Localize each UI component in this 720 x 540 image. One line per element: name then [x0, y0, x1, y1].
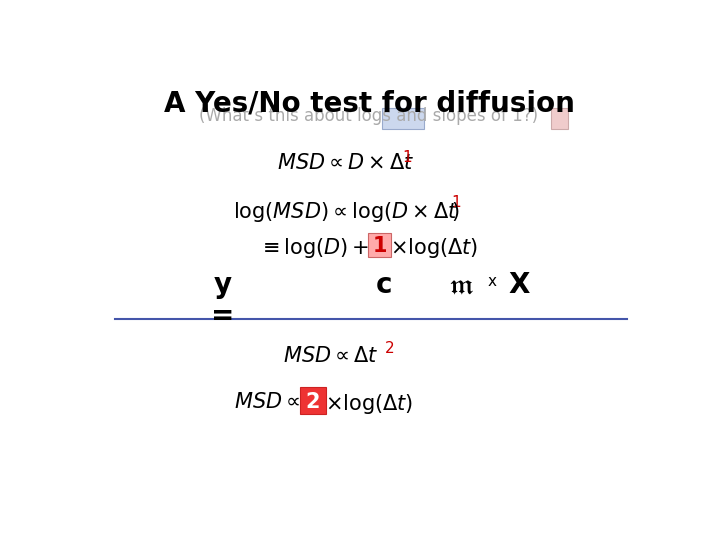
- Text: x: x: [487, 274, 497, 289]
- Text: $MSD \propto$: $MSD \propto$: [233, 392, 300, 412]
- Text: y: y: [214, 271, 232, 299]
- Text: c: c: [376, 271, 392, 299]
- Text: $1$: $1$: [451, 194, 461, 210]
- Text: $MSD \propto D \times \Delta t$: $MSD \propto D \times \Delta t$: [277, 153, 415, 173]
- Text: $\log(MSD) \propto \log(D \times \Delta t$: $\log(MSD) \propto \log(D \times \Delta …: [233, 200, 459, 224]
- FancyBboxPatch shape: [300, 387, 326, 414]
- Text: $\mathbf{2}$: $\mathbf{2}$: [305, 392, 320, 412]
- Text: $\times \log(\Delta t)$: $\times \log(\Delta t)$: [325, 392, 413, 416]
- Text: A Yes/No test for diffusion: A Yes/No test for diffusion: [163, 90, 575, 117]
- Text: $\times \log(\Delta t)$: $\times \log(\Delta t)$: [390, 236, 478, 260]
- Text: $\equiv \log(D) +$: $\equiv \log(D) +$: [258, 236, 369, 260]
- FancyBboxPatch shape: [382, 108, 423, 130]
- Text: $\mathfrak{m}$: $\mathfrak{m}$: [449, 271, 474, 299]
- FancyBboxPatch shape: [551, 108, 567, 130]
- Text: =: =: [211, 302, 235, 330]
- FancyBboxPatch shape: [368, 233, 392, 257]
- Text: $2$: $2$: [384, 340, 395, 356]
- Text: $\mathbf{1}$: $\mathbf{1}$: [372, 236, 387, 256]
- Text: X: X: [508, 271, 530, 299]
- Text: $)$: $)$: [451, 200, 459, 222]
- Text: $MSD \propto \Delta t$: $MSD \propto \Delta t$: [283, 346, 378, 366]
- Text: $1$: $1$: [402, 150, 413, 165]
- Text: (What’s this about logs and slopes of 1?): (What’s this about logs and slopes of 1?…: [199, 107, 539, 125]
